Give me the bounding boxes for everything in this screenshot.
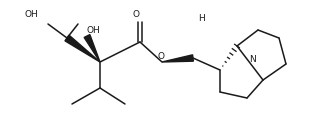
Polygon shape (162, 55, 193, 62)
Text: H: H (198, 14, 205, 23)
Text: OH: OH (25, 10, 39, 19)
Text: O: O (158, 52, 165, 61)
Text: O: O (132, 10, 139, 19)
Polygon shape (84, 35, 100, 62)
Polygon shape (65, 35, 100, 62)
Text: N: N (249, 55, 256, 64)
Text: OH: OH (87, 26, 101, 35)
